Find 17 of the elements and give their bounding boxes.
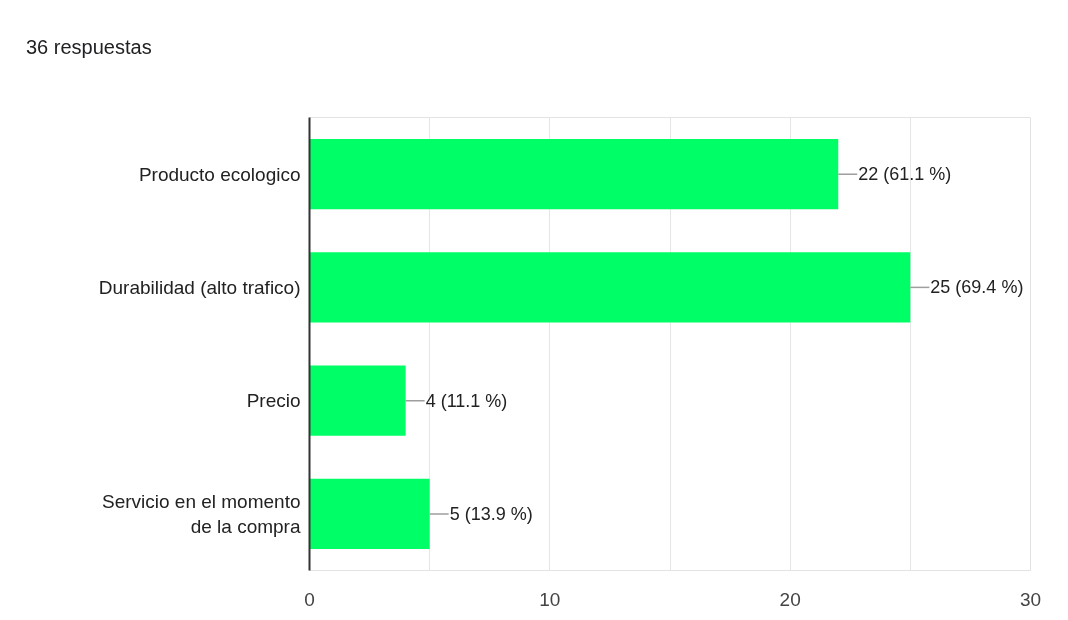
x-tick-label: 20: [779, 588, 801, 610]
data-label: 4 (11.1 %): [425, 390, 508, 411]
data-label: 25 (69.4 %): [930, 277, 1024, 298]
bar: [309, 478, 430, 549]
x-tick-label: 0: [304, 588, 315, 610]
y-tick-label: Precio: [246, 390, 301, 412]
x-tick-label: 30: [1019, 588, 1042, 610]
data-label: 22 (61.1 %): [858, 164, 952, 185]
y-tick-label: Servicio en el momento de la compra: [101, 490, 301, 537]
x-tick-label: 10: [539, 588, 561, 610]
y-tick-label: Producto ecologico: [138, 163, 301, 185]
y-tick-label: Durabilidad (alto trafico): [98, 276, 301, 298]
bar: [309, 139, 839, 210]
text: 36 respuestas: [26, 35, 152, 60]
bar: [309, 252, 911, 323]
data-label: 5 (13.9 %): [449, 503, 533, 524]
bar: [309, 365, 406, 436]
